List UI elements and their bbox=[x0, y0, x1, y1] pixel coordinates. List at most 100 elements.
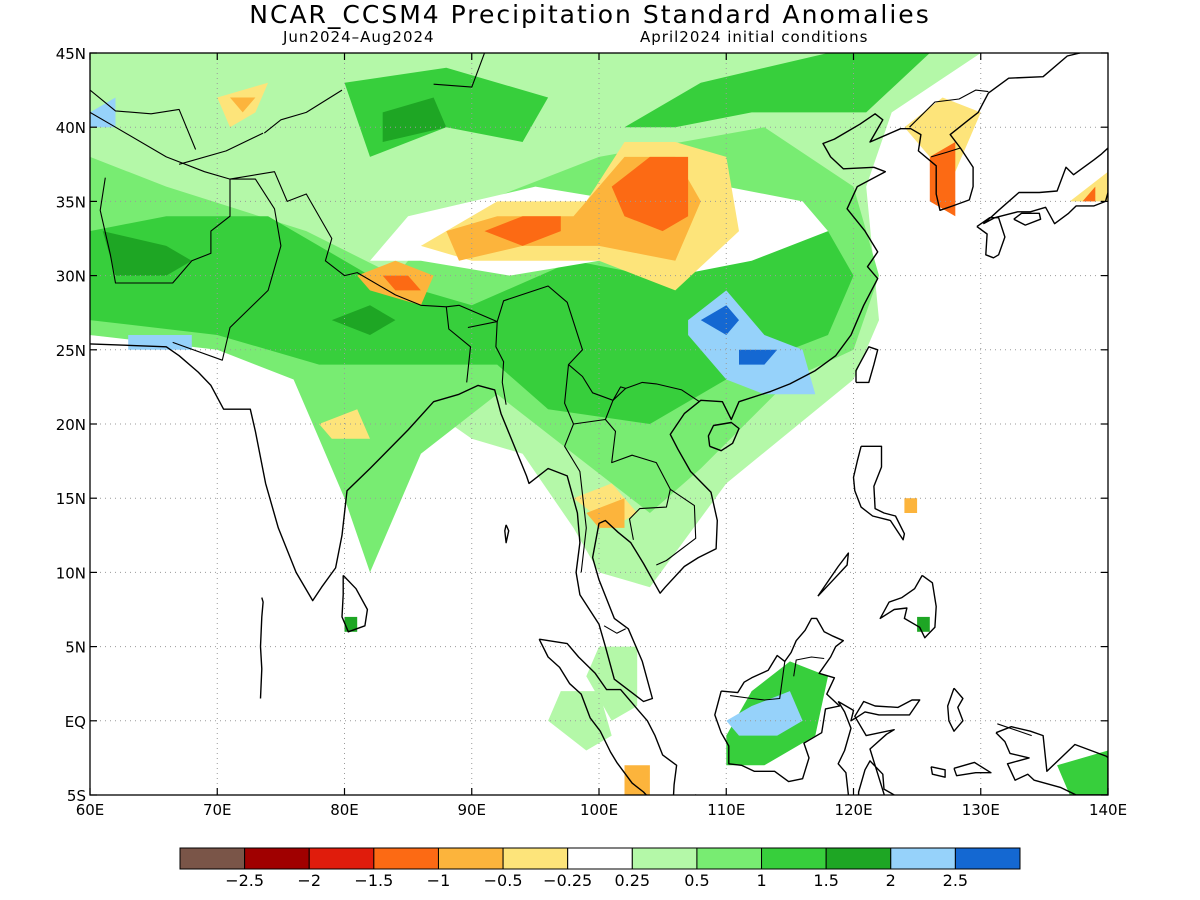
colorbar-swatch bbox=[631, 847, 698, 870]
y-tick-label: 40N bbox=[56, 119, 86, 137]
anomaly-region bbox=[1069, 171, 1108, 202]
country-border bbox=[730, 661, 786, 701]
coastline bbox=[714, 617, 844, 783]
anomaly-region bbox=[904, 498, 918, 513]
anomaly-region bbox=[611, 156, 689, 232]
colorbar-label: 2 bbox=[886, 871, 896, 890]
y-tick-label: 35N bbox=[56, 193, 86, 211]
country-border bbox=[793, 656, 825, 677]
colorbar-swatch bbox=[825, 847, 892, 870]
y-tick-label: EQ bbox=[65, 713, 86, 731]
country-borders bbox=[90, 53, 1032, 737]
colorbar-label: 1.5 bbox=[813, 871, 838, 890]
anomaly-region bbox=[1082, 186, 1096, 202]
country-border bbox=[909, 89, 989, 128]
anomaly-shading bbox=[90, 53, 1108, 795]
colorbar-label: −2 bbox=[297, 871, 321, 890]
country-border bbox=[99, 177, 282, 361]
x-tick-label: 90E bbox=[457, 801, 486, 819]
country-border bbox=[573, 418, 606, 425]
country-border bbox=[930, 147, 961, 158]
colorbar-label: 0.25 bbox=[614, 871, 650, 890]
coastline bbox=[90, 53, 1081, 703]
colorbar-swatch bbox=[437, 847, 504, 870]
coastlines bbox=[90, 53, 1108, 795]
country-border bbox=[604, 400, 671, 540]
chart-title: NCAR_CCSM4 Precipitation Standard Anomal… bbox=[249, 0, 931, 29]
colorbar-label: −0.25 bbox=[543, 871, 592, 890]
y-tick-label: 5S bbox=[67, 787, 86, 805]
anomaly-region bbox=[382, 97, 447, 142]
anomaly-region bbox=[344, 616, 358, 632]
coastline bbox=[504, 524, 510, 544]
country-border bbox=[445, 306, 472, 383]
anomaly-region bbox=[90, 216, 854, 424]
anomaly-region bbox=[904, 97, 981, 172]
country-border bbox=[467, 321, 498, 329]
forecast-period: Jun2024–Aug2024 bbox=[283, 28, 435, 46]
anomaly-region bbox=[128, 335, 192, 350]
anomaly-region bbox=[230, 97, 256, 113]
y-tick-label: 45N bbox=[56, 45, 86, 63]
y-tick-label: 25N bbox=[56, 342, 86, 360]
coastline bbox=[976, 216, 1006, 259]
country-border bbox=[263, 89, 343, 134]
x-tick-label: 60E bbox=[76, 801, 105, 819]
x-tick-label: 70E bbox=[203, 801, 232, 819]
colorbar-label: −2.5 bbox=[225, 871, 264, 890]
colorbar-swatch bbox=[179, 847, 246, 870]
colorbar-label: 2.5 bbox=[943, 871, 968, 890]
colorbar-label: −1 bbox=[427, 871, 451, 890]
y-tick-label: 20N bbox=[56, 416, 86, 434]
coastline bbox=[707, 421, 740, 452]
country-border bbox=[656, 488, 697, 566]
coastline bbox=[837, 699, 921, 795]
coastline bbox=[817, 552, 850, 597]
coastline bbox=[341, 574, 369, 633]
anomaly-region bbox=[586, 498, 625, 528]
colorbar: −2.5 −2 −1.5 −1 −0.5 −0.25 0.25 0.5 1 1.5 2 2.5 bbox=[179, 847, 1021, 890]
y-tick-label: 5N bbox=[65, 639, 86, 657]
coastline bbox=[947, 687, 964, 732]
country-border bbox=[178, 132, 264, 165]
initial-conditions: April2024 initial conditions bbox=[640, 28, 869, 46]
longitude-axis: 60E 70E 80E 90E 100E 110E 120E 130E 140E bbox=[76, 53, 1127, 819]
country-border bbox=[90, 111, 700, 403]
anomaly-region bbox=[586, 646, 638, 721]
coastline bbox=[953, 761, 992, 777]
anomaly-region bbox=[382, 275, 421, 291]
anomaly-region bbox=[726, 691, 803, 736]
coastline bbox=[855, 346, 879, 384]
y-tick-label: 30N bbox=[56, 268, 86, 286]
anomaly-region bbox=[548, 691, 612, 751]
latitude-axis: 45N 40N 35N 30N 25N 20N 15N 10N 5N EQ 5S bbox=[56, 45, 1108, 805]
x-tick-label: 140E bbox=[1089, 801, 1127, 819]
x-tick-label: 100E bbox=[580, 801, 618, 819]
colorbar-swatch bbox=[244, 847, 310, 870]
country-border bbox=[564, 364, 587, 573]
country-border bbox=[997, 723, 1032, 737]
colorbar-label: −1.5 bbox=[354, 871, 393, 890]
coastline bbox=[692, 794, 697, 795]
colorbar-swatch bbox=[567, 847, 633, 870]
anomaly-region bbox=[331, 305, 396, 335]
coastline bbox=[538, 638, 678, 795]
anomaly-region bbox=[102, 231, 192, 276]
colorbar-swatch bbox=[502, 847, 569, 870]
anomaly-region bbox=[484, 216, 561, 246]
anomaly-region bbox=[90, 97, 116, 128]
x-tick-label: 130E bbox=[962, 801, 1000, 819]
country-border bbox=[90, 89, 197, 150]
anomaly-region bbox=[624, 765, 650, 795]
coastline bbox=[259, 597, 264, 699]
anomaly-region bbox=[739, 349, 778, 365]
colorbar-label: 1 bbox=[756, 871, 766, 890]
y-tick-label: 15N bbox=[56, 490, 86, 508]
colorbar-label: 0.5 bbox=[684, 871, 709, 890]
anomaly-region bbox=[929, 142, 956, 217]
colorbar-label: −0.5 bbox=[484, 871, 523, 890]
coastline bbox=[879, 574, 937, 639]
coastline bbox=[852, 445, 906, 541]
coastline bbox=[1013, 212, 1042, 226]
